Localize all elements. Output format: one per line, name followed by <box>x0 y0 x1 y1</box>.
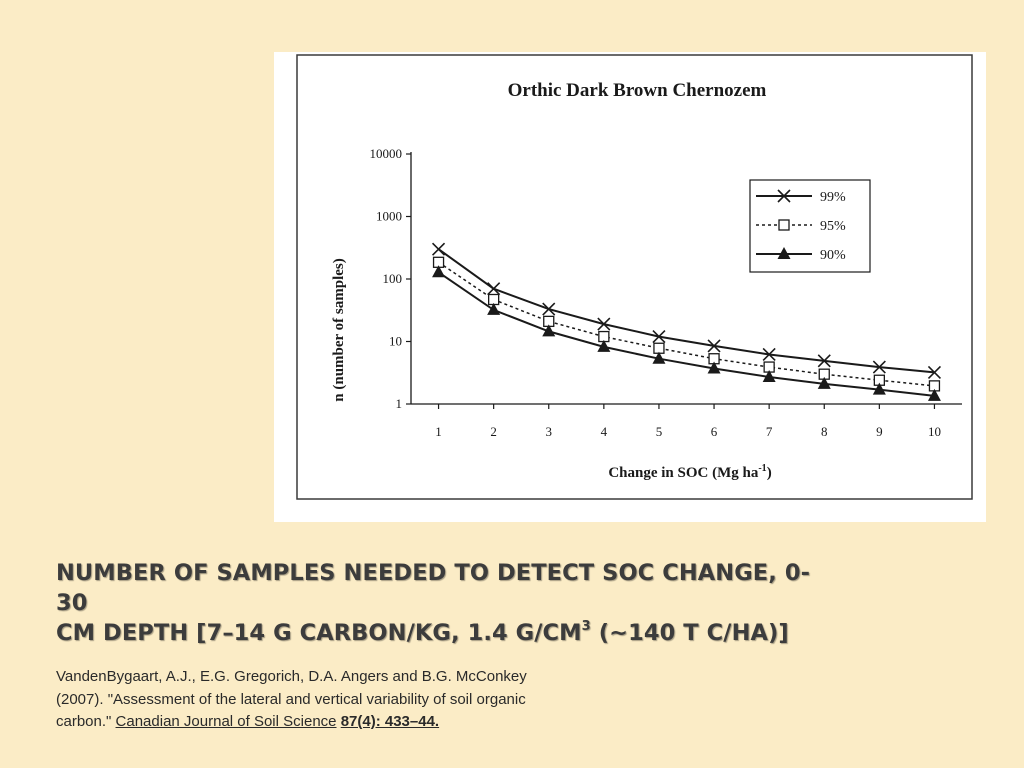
chart-svg: Orthic Dark Brown Chernozem 1 10 100 1000 10… <box>296 54 973 500</box>
axes: 1 10 100 1000 10000 1 2 3 4 5 6 7 8 9 10 <box>370 146 962 439</box>
point-marker-triangle <box>872 382 886 395</box>
y-tick-label: 10 <box>389 334 402 349</box>
y-axis-label: n (number of samples) <box>331 258 347 401</box>
citation: VandenBygaart, A.J., E.G. Gregorich, D.A… <box>56 666 676 734</box>
series-line <box>438 248 935 374</box>
slide-title-line2b: (~140 t C/ha)] <box>590 620 789 646</box>
series-0 <box>431 242 942 379</box>
citation-line1: VandenBygaart, A.J., E.G. Gregorich, D.A… <box>56 668 527 685</box>
point-marker-x <box>762 347 776 362</box>
point-marker-triangle <box>542 324 556 337</box>
series-layer <box>431 242 942 401</box>
y-tick-label: 10000 <box>370 146 403 161</box>
series-line <box>438 271 935 397</box>
slide-title-superscript: 3 <box>581 619 591 634</box>
slide-title: Number of samples needed to detect SOC c… <box>56 558 816 648</box>
x-tick-label: 10 <box>928 424 941 439</box>
point-marker-square <box>778 219 790 231</box>
series-2 <box>432 265 941 401</box>
point-marker-x <box>707 339 721 353</box>
citation-journal-link[interactable]: Canadian Journal of Soil Science <box>115 713 337 730</box>
y-tick-label: 100 <box>383 271 403 286</box>
x-tick-label: 5 <box>656 424 663 439</box>
legend-box <box>749 179 871 273</box>
point-marker-triangle <box>597 339 611 352</box>
citation-volume-link[interactable]: 87(4): 433–44. <box>340 713 440 730</box>
point-marker-triangle <box>777 247 791 259</box>
point-marker-x <box>597 317 611 331</box>
x-tick-label: 9 <box>876 424 883 439</box>
x-axis-label-end: ) <box>767 465 772 481</box>
x-tick-label: 4 <box>601 424 608 439</box>
x-axis-label: Change in SOC (Mg ha-1) <box>608 463 771 481</box>
citation-line2: (2007). "Assessment of the lateral and v… <box>56 690 526 708</box>
point-marker-triangle <box>817 376 831 389</box>
x-axis-label-main: Change in SOC (Mg ha <box>608 465 759 481</box>
figure-panel: Orthic Dark Brown Chernozem 1 10 100 1000 10… <box>274 52 986 522</box>
series-line <box>438 261 935 387</box>
slide-title-line2a: cm depth [7–14 g carbon/kg, 1.4 g/cm <box>56 620 582 646</box>
point-marker-x <box>872 360 886 374</box>
point-marker-triangle <box>432 265 446 278</box>
x-tick-label: 2 <box>490 424 497 439</box>
legend-label: 90% <box>820 248 846 263</box>
legend: 99% 95% 90% <box>749 179 871 273</box>
series-1 <box>432 256 941 392</box>
point-marker-triangle <box>762 370 776 383</box>
point-marker-triangle <box>707 361 721 374</box>
x-tick-label: 7 <box>766 424 773 439</box>
point-marker-x <box>652 329 666 344</box>
point-marker-x <box>431 242 446 256</box>
x-tick-label: 1 <box>435 424 442 439</box>
point-marker-triangle <box>652 351 666 364</box>
chart-title: Orthic Dark Brown Chernozem <box>508 80 767 101</box>
figure-frame <box>296 54 973 500</box>
point-marker-x <box>777 189 791 203</box>
point-marker-triangle <box>487 302 501 315</box>
x-tick-label: 3 <box>546 424 553 439</box>
point-marker-x <box>487 282 501 296</box>
y-tick-label: 1000 <box>376 209 402 224</box>
y-tick-label: 1 <box>396 396 403 411</box>
x-tick-label: 6 <box>711 424 718 439</box>
x-tick-label: 8 <box>821 424 828 439</box>
citation-line3-prefix: carbon." <box>56 713 116 730</box>
point-marker-x <box>927 365 942 379</box>
point-marker-x <box>542 302 556 316</box>
legend-label: 99% <box>820 190 846 205</box>
legend-label: 95% <box>820 219 846 234</box>
point-marker-triangle <box>927 388 941 401</box>
slide-title-line1: Number of samples needed to detect SOC c… <box>56 560 811 616</box>
point-marker-x <box>817 354 831 368</box>
x-axis-label-sup: -1 <box>758 463 766 474</box>
